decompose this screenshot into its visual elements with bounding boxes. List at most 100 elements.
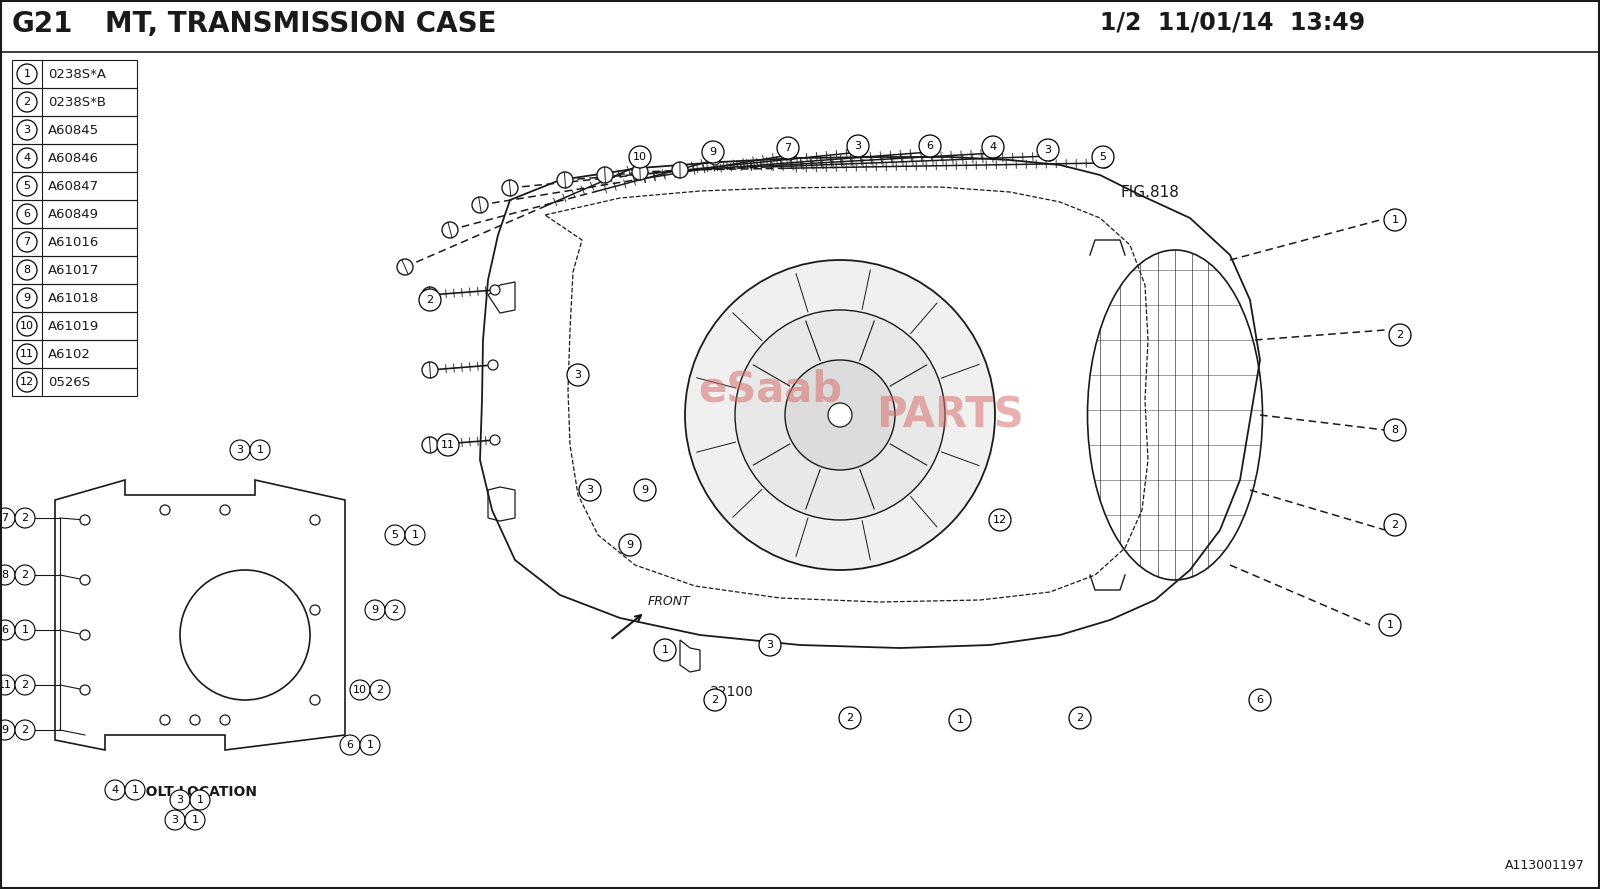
Circle shape bbox=[386, 600, 405, 620]
Circle shape bbox=[685, 260, 995, 570]
Bar bbox=[13, 284, 138, 312]
Text: 2: 2 bbox=[21, 570, 29, 580]
Circle shape bbox=[989, 509, 1011, 531]
Text: 2: 2 bbox=[1392, 520, 1398, 530]
Text: 2: 2 bbox=[21, 513, 29, 523]
Text: 2: 2 bbox=[427, 295, 434, 305]
Text: A60849: A60849 bbox=[48, 207, 99, 220]
Circle shape bbox=[0, 720, 14, 740]
Text: 1/2  11/01/14  13:49: 1/2 11/01/14 13:49 bbox=[1101, 10, 1365, 34]
Text: MT, TRANSMISSION CASE: MT, TRANSMISSION CASE bbox=[106, 10, 496, 38]
Text: A61017: A61017 bbox=[48, 263, 99, 276]
Text: 8: 8 bbox=[2, 570, 8, 580]
Text: 11: 11 bbox=[19, 349, 34, 359]
Circle shape bbox=[18, 372, 37, 392]
Text: 2: 2 bbox=[1077, 713, 1083, 723]
Circle shape bbox=[704, 689, 726, 711]
Text: 10: 10 bbox=[634, 152, 646, 162]
Bar bbox=[13, 144, 138, 172]
Text: 1: 1 bbox=[21, 625, 29, 635]
Circle shape bbox=[422, 362, 438, 378]
Text: A61016: A61016 bbox=[48, 236, 99, 249]
Text: 11: 11 bbox=[442, 440, 454, 450]
Text: 1: 1 bbox=[192, 815, 198, 825]
Text: 5: 5 bbox=[24, 181, 30, 191]
Bar bbox=[13, 172, 138, 200]
Text: 2: 2 bbox=[21, 680, 29, 690]
Circle shape bbox=[566, 364, 589, 386]
Bar bbox=[13, 368, 138, 396]
Circle shape bbox=[397, 259, 413, 275]
Text: 9: 9 bbox=[24, 293, 30, 303]
Text: 3: 3 bbox=[854, 141, 861, 151]
Circle shape bbox=[106, 780, 125, 800]
Bar bbox=[13, 228, 138, 256]
Text: 9: 9 bbox=[2, 725, 8, 735]
Circle shape bbox=[442, 222, 458, 238]
Circle shape bbox=[221, 505, 230, 515]
Circle shape bbox=[1384, 514, 1406, 536]
Text: 2: 2 bbox=[846, 713, 853, 723]
Text: 32100: 32100 bbox=[710, 685, 754, 699]
Circle shape bbox=[949, 709, 971, 731]
Circle shape bbox=[734, 310, 946, 520]
Text: A60847: A60847 bbox=[48, 180, 99, 193]
Circle shape bbox=[370, 680, 390, 700]
Text: PARTS: PARTS bbox=[877, 394, 1024, 436]
Circle shape bbox=[437, 434, 459, 456]
Text: 7: 7 bbox=[2, 513, 8, 523]
Circle shape bbox=[386, 525, 405, 545]
Circle shape bbox=[14, 565, 35, 585]
Text: A113001197: A113001197 bbox=[1506, 859, 1586, 872]
Text: 5: 5 bbox=[392, 530, 398, 540]
Circle shape bbox=[419, 289, 442, 311]
Text: 0238S*A: 0238S*A bbox=[48, 68, 106, 81]
Text: A61019: A61019 bbox=[48, 319, 99, 332]
Text: 4: 4 bbox=[989, 142, 997, 152]
Bar bbox=[13, 60, 138, 88]
Circle shape bbox=[654, 639, 675, 661]
Text: A60845: A60845 bbox=[48, 124, 99, 137]
Circle shape bbox=[221, 715, 230, 725]
Circle shape bbox=[1384, 209, 1406, 231]
Text: 3: 3 bbox=[587, 485, 594, 495]
Circle shape bbox=[80, 575, 90, 585]
Circle shape bbox=[190, 790, 210, 810]
Circle shape bbox=[18, 120, 37, 140]
Circle shape bbox=[14, 508, 35, 528]
Text: 3: 3 bbox=[1045, 145, 1051, 155]
Text: 8: 8 bbox=[1392, 425, 1398, 435]
Circle shape bbox=[557, 172, 573, 188]
Text: 6: 6 bbox=[1256, 695, 1264, 705]
Circle shape bbox=[918, 135, 941, 157]
Circle shape bbox=[170, 790, 190, 810]
Circle shape bbox=[0, 675, 14, 695]
Circle shape bbox=[710, 155, 720, 165]
Circle shape bbox=[990, 148, 1000, 158]
Text: 5: 5 bbox=[1099, 152, 1107, 162]
Bar bbox=[13, 88, 138, 116]
Text: A61018: A61018 bbox=[48, 292, 99, 305]
Circle shape bbox=[0, 565, 14, 585]
Text: 3: 3 bbox=[237, 445, 243, 455]
Text: 2: 2 bbox=[392, 605, 398, 615]
Circle shape bbox=[702, 141, 723, 163]
Circle shape bbox=[360, 735, 381, 755]
Text: 10: 10 bbox=[19, 321, 34, 331]
Bar bbox=[13, 340, 138, 368]
Text: 1: 1 bbox=[131, 785, 139, 795]
Circle shape bbox=[190, 715, 200, 725]
Circle shape bbox=[635, 160, 645, 170]
Circle shape bbox=[18, 148, 37, 168]
Circle shape bbox=[339, 735, 360, 755]
Circle shape bbox=[490, 285, 499, 295]
Circle shape bbox=[125, 780, 146, 800]
Text: 1: 1 bbox=[411, 530, 419, 540]
Circle shape bbox=[982, 136, 1005, 158]
Circle shape bbox=[502, 180, 518, 196]
Circle shape bbox=[310, 515, 320, 525]
Circle shape bbox=[80, 685, 90, 695]
Text: 1: 1 bbox=[957, 715, 963, 725]
Text: 11: 11 bbox=[0, 680, 13, 690]
Text: 12: 12 bbox=[19, 377, 34, 387]
